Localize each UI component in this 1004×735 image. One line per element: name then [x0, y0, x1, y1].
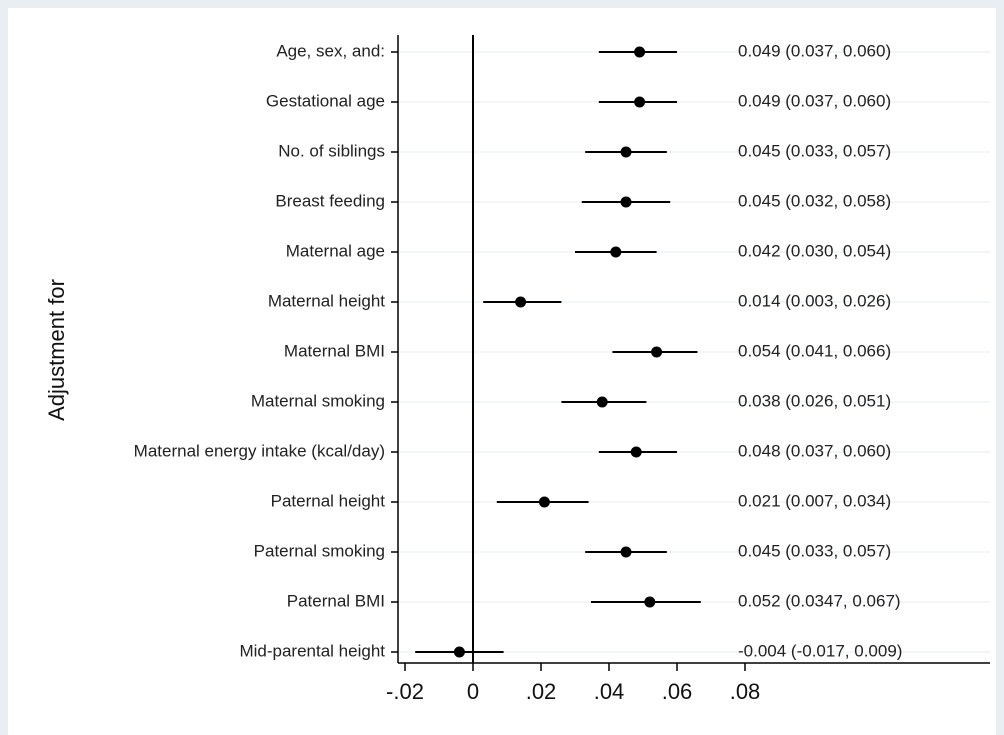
row-label: Breast feeding	[275, 191, 385, 210]
estimate-text: 0.049 (0.037, 0.060)	[738, 91, 891, 110]
estimate-point	[538, 496, 550, 508]
estimate-text: 0.042 (0.030, 0.054)	[738, 241, 891, 260]
estimate-point	[630, 446, 642, 458]
estimate-point	[644, 596, 656, 608]
x-tick-label: .04	[594, 679, 625, 704]
y-ticks	[391, 51, 398, 653]
estimate-point	[596, 396, 608, 408]
x-tick-label: .08	[730, 679, 761, 704]
row-label: Gestational age	[266, 91, 385, 110]
row-label: Paternal smoking	[254, 541, 385, 560]
y-axis-title: Adjustment for	[44, 279, 69, 421]
row-label: Mid-parental height	[239, 641, 385, 660]
estimate-text: 0.045 (0.033, 0.057)	[738, 541, 891, 560]
row-label: Paternal BMI	[287, 591, 385, 610]
x-tick-label: -.02	[386, 679, 424, 704]
row-label: Paternal height	[271, 491, 386, 510]
estimate-text: 0.054 (0.041, 0.066)	[738, 341, 891, 360]
x-axis-ticks: -.02 0 .02 .04 .06 .08	[386, 663, 760, 704]
estimate-point	[651, 346, 663, 358]
estimate-text: 0.052 (0.0347, 0.067)	[738, 591, 901, 610]
x-tick-label: .02	[526, 679, 557, 704]
row-label: Maternal age	[286, 241, 385, 260]
row-label: Maternal smoking	[251, 391, 385, 410]
estimate-point	[453, 646, 465, 658]
estimate-text: 0.048 (0.037, 0.060)	[738, 441, 891, 460]
row-label: Age, sex, and:	[276, 41, 385, 60]
estimate-point	[620, 196, 632, 208]
estimate-point	[634, 46, 646, 58]
estimate-text: -0.004 (-0.017, 0.009)	[738, 641, 902, 660]
estimate-point	[515, 296, 527, 308]
estimate-text: 0.021 (0.007, 0.034)	[738, 491, 891, 510]
row-labels: Age, sex, and: Gestational age No. of sibl…	[134, 41, 386, 660]
estimate-point	[620, 546, 632, 558]
x-tick-label: .06	[662, 679, 693, 704]
estimate-text: 0.045 (0.032, 0.058)	[738, 191, 891, 210]
estimate-point	[610, 246, 622, 258]
plot-region	[8, 8, 996, 735]
estimate-text: 0.014 (0.003, 0.026)	[738, 291, 891, 310]
row-label: Maternal BMI	[284, 341, 385, 360]
estimate-point	[620, 146, 632, 158]
estimate-text: 0.049 (0.037, 0.060)	[738, 41, 891, 60]
x-tick-label: 0	[467, 679, 479, 704]
estimate-text: 0.045 (0.033, 0.057)	[738, 141, 891, 160]
point-estimates	[453, 46, 663, 658]
row-label: Maternal energy intake (kcal/day)	[134, 441, 385, 460]
estimate-point	[634, 96, 646, 108]
row-label: No. of siblings	[278, 141, 385, 160]
row-label: Maternal height	[268, 291, 385, 310]
estimate-texts: 0.049 (0.037, 0.060) 0.049 (0.037, 0.060)…	[738, 41, 902, 660]
estimate-text: 0.038 (0.026, 0.051)	[738, 391, 891, 410]
